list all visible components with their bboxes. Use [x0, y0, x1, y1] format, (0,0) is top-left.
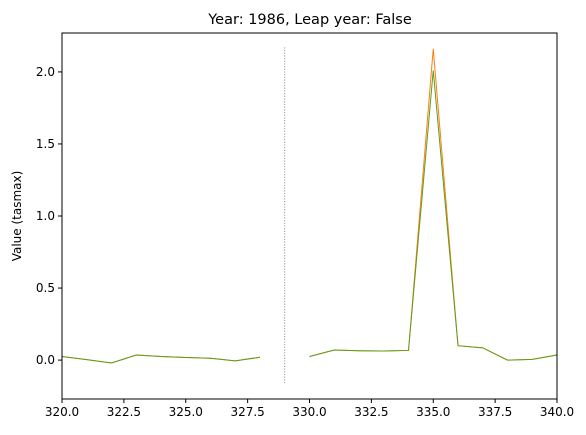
x-tick-label: 320.0	[45, 405, 79, 419]
x-tick-label: 330.0	[292, 405, 326, 419]
x-tick-label: 325.0	[169, 405, 203, 419]
plot-area	[61, 47, 558, 384]
chart-title: Year: 1986, Leap year: False	[207, 12, 412, 28]
axes-frame	[61, 32, 558, 400]
y-tick-label: 1.0	[36, 209, 55, 223]
x-tick-label: 337.5	[478, 405, 512, 419]
x-axis-ticks: 320.0 322.5 325.0 327.5 330.0 332.5 335.0 337.5…	[45, 399, 574, 419]
y-axis-ticks: 0.0 0.5 1.0 1.5 2.0	[36, 65, 62, 367]
series-2-line-segment-2	[309, 70, 558, 361]
x-tick-label: 327.5	[230, 405, 264, 419]
x-tick-label: 335.0	[416, 405, 450, 419]
x-tick-label: 322.5	[107, 405, 141, 419]
y-axis-label: Value (tasmax)	[10, 171, 24, 262]
series-2-line-segment-1	[61, 354, 261, 364]
y-tick-label: 2.0	[36, 65, 55, 79]
x-tick-label: 340.0	[540, 405, 574, 419]
y-tick-label: 0.0	[36, 353, 55, 367]
x-tick-label: 332.5	[354, 405, 388, 419]
y-tick-label: 1.5	[36, 137, 55, 151]
y-tick-label: 0.5	[36, 281, 55, 295]
